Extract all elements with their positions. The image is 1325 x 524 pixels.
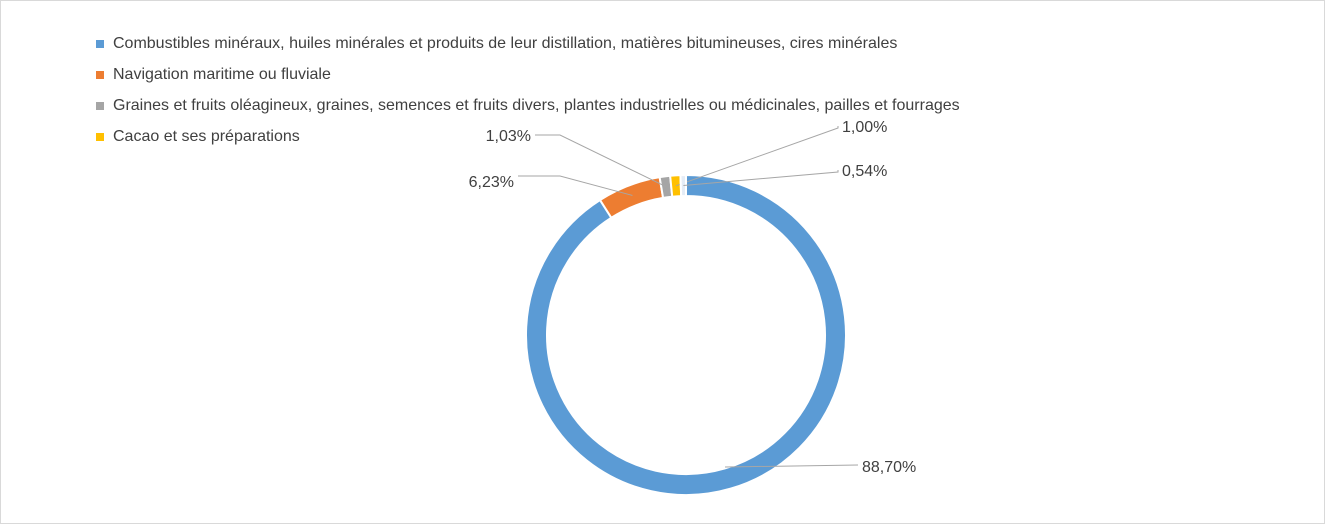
legend-swatch <box>96 102 104 110</box>
legend-swatch <box>96 133 104 141</box>
data-label: 6,23% <box>469 174 514 191</box>
leader-line <box>535 134 667 188</box>
data-label: 0,54% <box>842 163 887 180</box>
legend-label: Combustibles minéraux, huiles minérales … <box>113 35 897 52</box>
leader-line <box>683 170 839 187</box>
data-label: 88,70% <box>862 459 916 476</box>
legend-swatch <box>96 40 104 48</box>
donut-slice <box>679 173 687 198</box>
legend-label: Cacao et ses préparations <box>113 128 300 145</box>
legend-label: Graines et fruits oléagineux, graines, s… <box>113 97 960 114</box>
donut-slice <box>669 174 683 198</box>
leader-line <box>675 126 839 187</box>
donut-slice <box>525 173 847 496</box>
legend-swatch <box>96 71 104 79</box>
legend-label: Navigation maritime ou fluviale <box>113 66 331 83</box>
data-label: 1,00% <box>842 119 887 136</box>
leader-line <box>518 175 633 196</box>
leader-line <box>724 464 859 468</box>
data-label: 1,03% <box>486 128 531 145</box>
